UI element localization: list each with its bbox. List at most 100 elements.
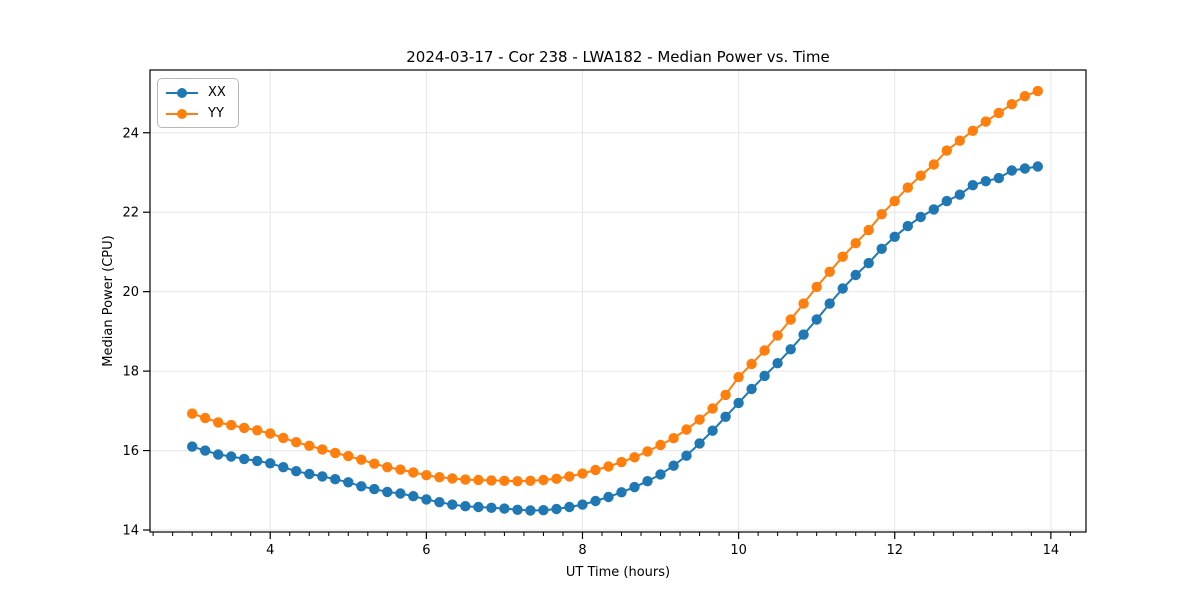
- data-point-xx: [577, 499, 588, 510]
- data-point-xx: [200, 445, 211, 456]
- data-point-xx: [226, 451, 237, 462]
- data-point-xx: [915, 211, 926, 223]
- y-tick-label: 22: [122, 206, 139, 221]
- data-point-yy: [746, 358, 757, 370]
- data-point-xx: [213, 449, 224, 460]
- data-point-xx: [590, 495, 601, 507]
- data-point-yy: [668, 433, 679, 444]
- data-point-yy: [525, 475, 536, 486]
- data-point-yy: [759, 345, 770, 356]
- series-line-yy: [191, 90, 1039, 483]
- data-point-xx: [512, 504, 523, 515]
- x-axis-label: UT Time (hours): [566, 565, 670, 580]
- data-point-yy: [1006, 99, 1017, 110]
- data-point-yy: [460, 474, 471, 485]
- data-point-yy: [577, 468, 588, 479]
- data-point-yy: [733, 371, 744, 383]
- data-point-yy: [863, 224, 874, 236]
- data-point-xx: [187, 441, 198, 452]
- data-point-xx: [941, 195, 952, 207]
- data-point-yy: [304, 440, 315, 451]
- data-point-yy: [707, 403, 718, 414]
- data-point-xx: [785, 344, 796, 355]
- data-point-xx: [252, 455, 263, 467]
- legend-label-yy: YY: [208, 106, 224, 121]
- data-point-xx: [330, 474, 341, 485]
- data-point-xx: [668, 460, 679, 471]
- data-point-xx: [356, 481, 367, 492]
- axes-spines: [149, 69, 1087, 533]
- data-point-yy: [395, 464, 406, 475]
- data-point-yy: [967, 125, 978, 136]
- y-tick-label: 18: [122, 365, 139, 380]
- data-point-yy: [772, 330, 783, 341]
- data-point-xx: [343, 477, 354, 488]
- data-point-xx: [564, 501, 575, 513]
- x-tick-label: 10: [730, 543, 747, 558]
- data-point-xx: [382, 486, 393, 498]
- data-point-xx: [720, 411, 731, 422]
- data-point-yy: [980, 116, 991, 127]
- data-point-yy: [213, 417, 224, 428]
- data-point-yy: [642, 446, 653, 457]
- x-tick-label: 8: [578, 543, 586, 558]
- data-point-yy: [603, 461, 614, 472]
- data-point-yy: [343, 450, 354, 462]
- data-point-xx: [369, 483, 380, 495]
- x-tick-label: 6: [422, 543, 430, 558]
- data-point-xx: [499, 503, 510, 514]
- legend-item-yy: YY: [164, 105, 226, 122]
- data-point-yy: [655, 439, 666, 451]
- x-tick-label: 4: [266, 543, 274, 558]
- y-axis-label: Median Power (CPU): [101, 235, 116, 366]
- data-point-xx: [629, 481, 640, 493]
- y-tick-label: 20: [122, 285, 139, 300]
- data-point-xx: [434, 497, 445, 508]
- data-point-yy: [850, 238, 861, 249]
- data-point-xx: [603, 491, 614, 503]
- data-point-yy: [1019, 91, 1031, 102]
- data-point-xx: [317, 471, 328, 482]
- data-point-yy: [590, 464, 601, 476]
- data-point-yy: [226, 419, 237, 431]
- data-point-yy: [330, 447, 341, 459]
- data-point-xx: [278, 462, 289, 473]
- data-point-yy: [499, 475, 510, 486]
- data-point-xx: [1032, 161, 1044, 172]
- data-point-yy: [265, 428, 276, 439]
- data-point-xx: [304, 468, 315, 480]
- data-point-xx: [902, 220, 913, 232]
- data-point-yy: [421, 470, 432, 481]
- data-point-xx: [538, 505, 549, 516]
- y-tick-label: 16: [122, 444, 139, 459]
- data-point-yy: [356, 454, 367, 465]
- data-point-xx: [759, 370, 770, 382]
- data-point-yy: [616, 456, 627, 468]
- data-point-yy: [941, 145, 952, 156]
- data-point-xx: [1019, 163, 1031, 174]
- data-point-xx: [551, 503, 562, 515]
- data-point-xx: [239, 453, 250, 465]
- data-point-xx: [954, 189, 965, 200]
- data-point-yy: [187, 408, 198, 419]
- data-point-xx: [993, 172, 1004, 184]
- data-point-xx: [928, 204, 939, 215]
- x-tick-label: 12: [886, 543, 903, 558]
- data-point-yy: [785, 314, 796, 325]
- data-point-xx: [473, 501, 484, 513]
- data-point-yy: [629, 452, 640, 463]
- data-point-xx: [811, 314, 822, 325]
- data-point-yy: [447, 473, 458, 484]
- data-point-xx: [486, 502, 497, 513]
- data-point-yy: [876, 209, 887, 220]
- data-point-yy: [382, 462, 393, 473]
- grid-layer: [150, 70, 1086, 532]
- data-point-yy: [538, 474, 549, 486]
- data-point-yy: [512, 476, 523, 487]
- series-line-xx: [191, 165, 1038, 512]
- data-point-yy: [200, 412, 211, 424]
- axis-layer: 4 6 8 10 12 14 14 16 18 20 22 24: [122, 69, 1087, 558]
- data-point-yy: [694, 414, 705, 425]
